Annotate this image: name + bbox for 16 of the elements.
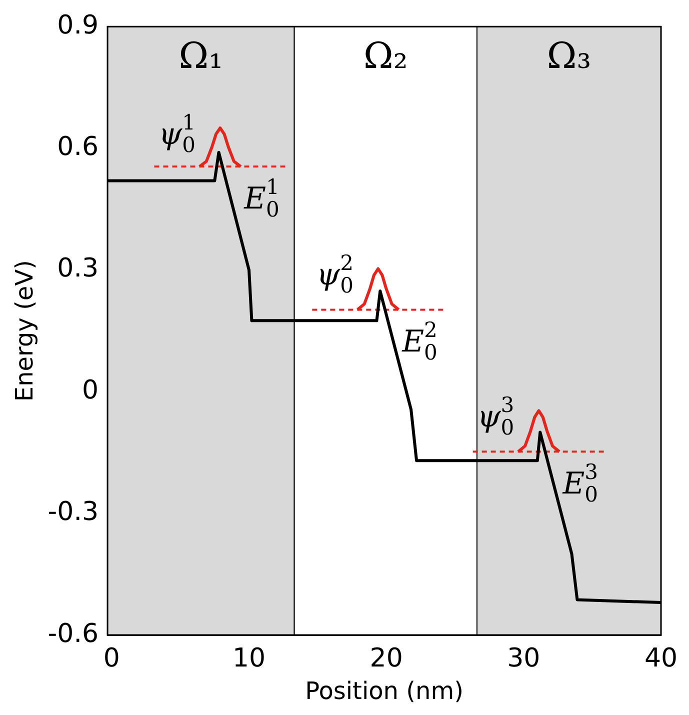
band-label: Ω₃ [546,36,592,77]
x-tick-label: 20 [370,643,403,674]
y-tick-label: 0.3 [57,254,99,284]
band-label: Ω₂ [364,36,408,77]
y-axis-title: Energy (eV) [10,260,39,402]
y-tick-label: 0 [82,375,99,406]
y-tick-label: -0.3 [48,497,99,528]
x-tick-label: 30 [507,643,540,674]
band-label: Ω₁ [178,36,224,77]
x-tick-label: 0 [103,643,120,674]
y-tick-label: 0.6 [57,132,99,162]
x-axis-title: Position (nm) [305,676,464,705]
y-tick-label: -0.6 [48,618,99,649]
y-tick-label: 0.9 [57,10,99,40]
x-tick-label: 10 [232,643,266,674]
x-tick-label: 40 [644,643,678,674]
